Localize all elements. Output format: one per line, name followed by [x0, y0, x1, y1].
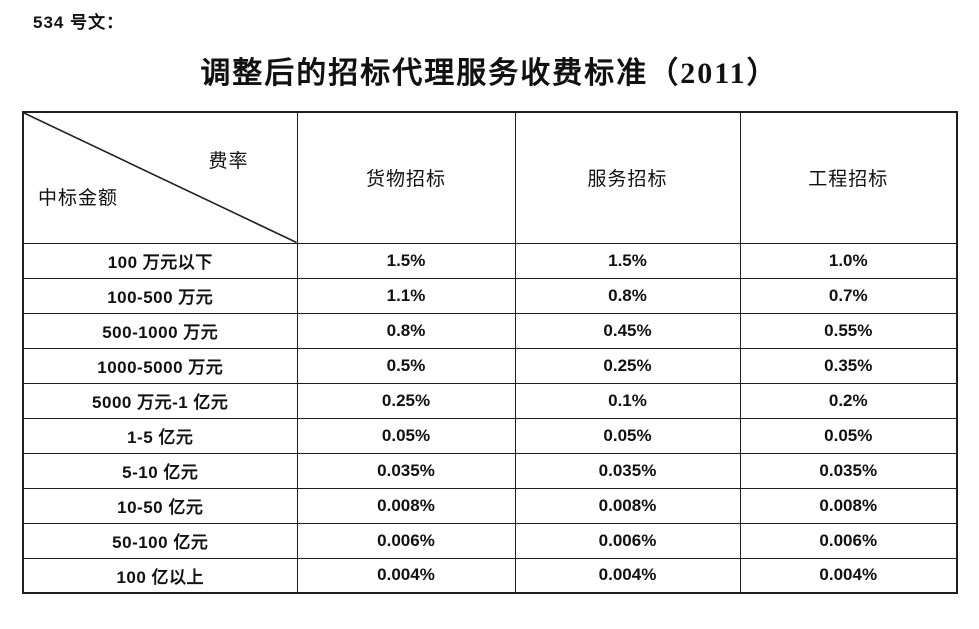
engineering-rate-cell: 0.2% [739, 382, 958, 419]
corner-header-cell: 费率 中标金额 [22, 111, 298, 244]
engineering-rate-cell: 0.7% [739, 277, 958, 314]
page-title: 调整后的招标代理服务收费标准（2011） [200, 57, 779, 90]
table-row: 5000 万元-1 亿元 0.25% 0.1% 0.2% [22, 382, 958, 419]
table-row: 50-100 亿元 0.006% 0.006% 0.006% [22, 522, 958, 559]
goods-rate-cell: 1.1% [296, 277, 516, 314]
goods-rate-cell: 1.5% [296, 242, 516, 279]
table-row: 1-5 亿元 0.05% 0.05% 0.05% [22, 417, 958, 454]
table-row: 5-10 亿元 0.035% 0.035% 0.035% [22, 452, 958, 489]
goods-rate-cell: 0.05% [296, 417, 516, 454]
engineering-rate-cell: 0.008% [739, 487, 958, 524]
engineering-rate-cell: 0.35% [739, 347, 958, 384]
amount-cell: 50-100 亿元 [22, 522, 298, 559]
corner-label-amount: 中标金额 [38, 188, 119, 209]
amount-cell: 1000-5000 万元 [22, 347, 298, 384]
goods-rate-cell: 0.006% [296, 522, 516, 559]
column-header-goods-bidding: 货物招标 [296, 111, 516, 244]
table-header-row: 费率 中标金额 货物招标 服务招标 工程招标 [22, 111, 958, 244]
service-rate-cell: 0.008% [514, 487, 741, 524]
engineering-rate-cell: 0.004% [739, 557, 958, 594]
service-rate-cell: 0.006% [514, 522, 741, 559]
service-rate-cell: 0.25% [514, 347, 741, 384]
amount-cell: 5000 万元-1 亿元 [22, 382, 298, 419]
engineering-rate-cell: 1.0% [739, 242, 958, 279]
goods-rate-cell: 0.004% [296, 557, 516, 594]
goods-rate-cell: 0.8% [296, 312, 516, 349]
service-rate-cell: 1.5% [514, 242, 741, 279]
table-row: 100 亿以上 0.004% 0.004% 0.004% [22, 557, 958, 594]
table-row: 500-1000 万元 0.8% 0.45% 0.55% [22, 312, 958, 349]
engineering-rate-cell: 0.55% [739, 312, 958, 349]
service-rate-cell: 0.05% [514, 417, 741, 454]
column-header-service-bidding: 服务招标 [514, 111, 741, 244]
corner-label-rate: 费率 [208, 151, 249, 172]
engineering-rate-cell: 0.006% [739, 522, 958, 559]
service-rate-cell: 0.1% [514, 382, 741, 419]
amount-cell: 5-10 亿元 [22, 452, 298, 489]
column-header-engineering-bidding: 工程招标 [739, 111, 958, 244]
fee-table: 费率 中标金额 货物招标 服务招标 工程招标 100 万元以下 1.5% 1.5… [22, 111, 958, 594]
service-rate-cell: 0.004% [514, 557, 741, 594]
goods-rate-cell: 0.5% [296, 347, 516, 384]
doc-number-label: 534 号文： [33, 13, 125, 32]
table-row: 100 万元以下 1.5% 1.5% 1.0% [22, 242, 958, 279]
amount-cell: 100-500 万元 [22, 277, 298, 314]
amount-cell: 100 万元以下 [22, 242, 298, 279]
amount-cell: 10-50 亿元 [22, 487, 298, 524]
amount-cell: 1-5 亿元 [22, 417, 298, 454]
service-rate-cell: 0.45% [514, 312, 741, 349]
goods-rate-cell: 0.008% [296, 487, 516, 524]
engineering-rate-cell: 0.05% [739, 417, 958, 454]
service-rate-cell: 0.035% [514, 452, 741, 489]
engineering-rate-cell: 0.035% [739, 452, 958, 489]
amount-cell: 100 亿以上 [22, 557, 298, 594]
table-row: 100-500 万元 1.1% 0.8% 0.7% [22, 277, 958, 314]
table-row: 10-50 亿元 0.008% 0.008% 0.008% [22, 487, 958, 524]
goods-rate-cell: 0.035% [296, 452, 516, 489]
table-row: 1000-5000 万元 0.5% 0.25% 0.35% [22, 347, 958, 384]
goods-rate-cell: 0.25% [296, 382, 516, 419]
service-rate-cell: 0.8% [514, 277, 741, 314]
diagonal-divider-line [24, 113, 297, 243]
amount-cell: 500-1000 万元 [22, 312, 298, 349]
